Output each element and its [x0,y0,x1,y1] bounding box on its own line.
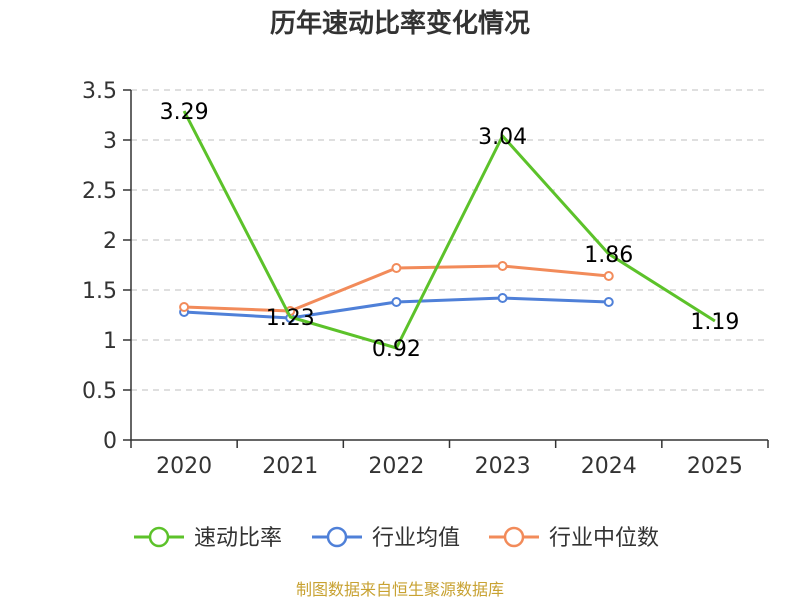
y-tick-label-0: 0 [103,429,117,454]
series-2-point-2022 [391,263,402,273]
series-line-0 [182,110,716,350]
data-label-2021: 1.23 [266,306,315,331]
legend-swatch-marker-1 [326,526,348,548]
x-tick-label-2022: 2022 [368,454,424,479]
data-label-2022: 0.92 [372,337,421,362]
axes: 0 0.5 1 1.5 2 2.5 3 3.5 2020 2021 2022 2023 2024 2025 [82,79,769,479]
y-tick-label-2: 1 [103,329,117,354]
x-tick-label-2025: 2025 [687,454,743,479]
series-2-point-2020 [179,302,190,312]
legend-label-1: 行业均值 [372,526,460,551]
y-tick-label-5: 2.5 [82,179,117,204]
x-tick-label-2021: 2021 [262,454,318,479]
series-1-point-2024 [603,297,614,307]
y-tick-label-7: 3.5 [82,79,117,104]
x-tick-label-2020: 2020 [156,454,212,479]
series-1-point-2023 [497,293,508,303]
legend-item-1[interactable]: 行业均值 [312,526,460,551]
legend: 速动比率 行业均值 行业中位数 [134,526,659,551]
legend-swatch-marker-0 [148,526,170,548]
source-note: 制图数据来自恒生聚源数据库 [296,580,504,599]
y-tick-label-1: 0.5 [82,379,117,404]
data-label-2025: 1.19 [690,310,739,335]
series-2-point-2023 [497,261,508,271]
y-tick-label-6: 3 [103,129,117,154]
y-tick-label-4: 2 [103,229,117,254]
legend-label-2: 行业中位数 [549,526,659,551]
x-tick-label-2023: 2023 [475,454,531,479]
legend-swatch-marker-2 [503,526,525,548]
legend-label-0: 速动比率 [194,526,282,551]
data-label-2024: 1.86 [584,243,633,268]
legend-item-2[interactable]: 行业中位数 [489,526,659,551]
data-label-2023: 3.04 [478,125,527,150]
series-layer [179,110,716,350]
series-1-point-2022 [391,297,402,307]
series-2-point-2024 [603,271,614,281]
data-labels: 3.29 1.23 0.92 3.04 1.86 1.19 [160,100,740,362]
grid [131,89,768,391]
legend-item-0[interactable]: 速动比率 [134,526,282,551]
chart-title: 历年速动比率变化情况 [270,8,530,39]
x-tick-label-2024: 2024 [581,454,637,479]
y-tick-label-3: 1.5 [82,279,117,304]
data-label-2020: 3.29 [160,100,209,125]
